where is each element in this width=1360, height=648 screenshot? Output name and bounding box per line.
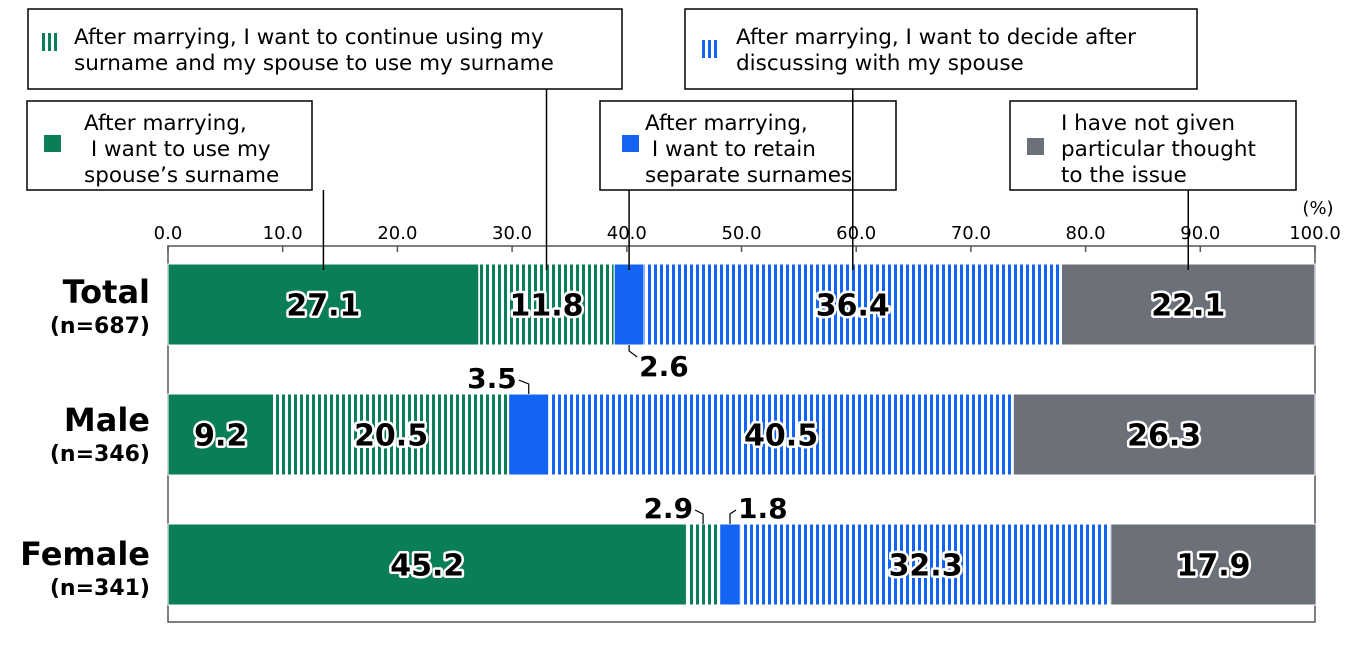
bar-segment	[643, 263, 1063, 346]
data-label: 2.9	[643, 492, 693, 525]
data-label-leader	[694, 509, 704, 524]
category-count: (n=687)	[50, 314, 150, 339]
x-tick-label: 70.0	[951, 223, 991, 244]
data-label-leader	[729, 509, 737, 524]
bar-segment	[685, 523, 721, 606]
bar-segment	[548, 393, 1014, 476]
bar-segment	[613, 263, 645, 346]
bar-segment	[167, 393, 275, 476]
legend-label: After marrying, I want to retain separate…	[645, 111, 852, 188]
legend-swatch	[622, 135, 639, 152]
category-label: Male	[64, 401, 150, 439]
category-label: Total	[63, 273, 150, 311]
legend-swatch	[702, 40, 720, 58]
x-tick-label: 0.0	[154, 223, 183, 244]
legend-swatch	[1027, 138, 1044, 155]
data-label: 20.5	[354, 419, 428, 454]
x-tick-label: 20.0	[377, 223, 417, 244]
data-label: 2.6	[639, 350, 689, 383]
data-label: 17.9	[1176, 549, 1250, 584]
legend-swatch	[40, 33, 58, 51]
data-label: 9.2	[194, 419, 247, 454]
x-tick-label: 30.0	[492, 223, 532, 244]
data-label: 27.1	[286, 289, 360, 324]
legend-label: I have not given particular thought to the…	[1061, 111, 1256, 188]
bar-segment	[273, 393, 510, 476]
data-label: 26.3	[1127, 419, 1201, 454]
legend: After marrying, I want to use my spouse’s…	[26, 8, 1297, 270]
bar-segment	[739, 523, 1112, 606]
x-tick-label: 50.0	[721, 223, 761, 244]
data-label: 40.5	[744, 419, 818, 454]
x-tick-label: 90.0	[1180, 223, 1220, 244]
legend-label: After marrying, I want to use my spouse’s…	[84, 111, 279, 188]
legend-label: After marrying, I want to decide after di…	[736, 25, 1136, 76]
legend-box	[27, 8, 623, 90]
value-labels: 27.1 11.8 2.6 36.4 22.1 9.2 20.5 3.5 40.5 26.3 45.…	[192, 286, 1253, 586]
bar-segment	[167, 523, 687, 606]
x-tick-label: 100.0	[1289, 223, 1341, 244]
bar-segment	[508, 393, 550, 476]
bar-segment	[719, 523, 741, 606]
unit-label: (%)	[1302, 198, 1333, 219]
category-label: Female	[20, 535, 150, 573]
data-label-leader	[518, 379, 530, 394]
data-label: 45.2	[390, 549, 464, 584]
data-label: 11.8	[509, 289, 583, 324]
bar-segment	[1061, 263, 1316, 346]
bar-segment	[167, 263, 480, 346]
category-count: (n=341)	[50, 576, 150, 601]
bar-segment	[1110, 523, 1317, 606]
category-count: (n=346)	[50, 442, 150, 467]
bars	[167, 263, 1317, 606]
legend-box	[599, 100, 897, 191]
axis: 0.0 10.0 20.0 30.0 40.0 50.0 60.0 70.0 80.0 90.0 1…	[20, 198, 1341, 623]
bar-segment	[478, 263, 615, 346]
data-label: 32.3	[889, 549, 963, 584]
legend-box	[1009, 100, 1297, 191]
data-label: 1.8	[738, 492, 788, 525]
x-tick-label: 80.0	[1066, 223, 1106, 244]
x-tick-label: 60.0	[836, 223, 876, 244]
legend-swatch	[44, 135, 61, 152]
legend-label: After marrying, I want to continue using…	[74, 25, 554, 76]
data-label: 22.1	[1151, 289, 1225, 324]
data-label-leader	[628, 345, 638, 358]
legend-box	[26, 100, 313, 191]
bar-segment	[1012, 393, 1316, 476]
x-tick-label: 10.0	[263, 223, 303, 244]
legend-box	[684, 8, 1198, 90]
x-tick-label: 40.0	[607, 223, 647, 244]
data-label: 36.4	[816, 289, 890, 324]
data-label: 3.5	[467, 362, 517, 395]
